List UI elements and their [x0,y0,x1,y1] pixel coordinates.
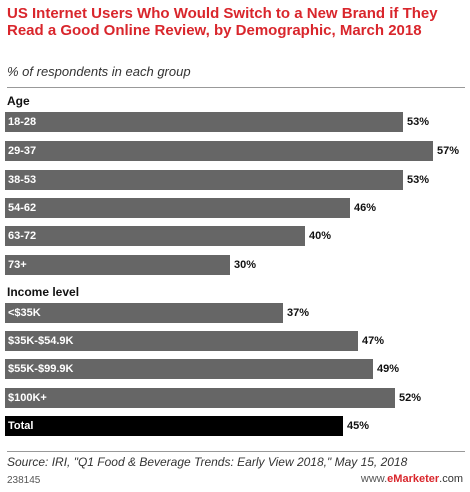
chart-id: 238145 [7,475,41,486]
bar: <$35K [5,303,283,323]
bar: 18-28 [5,112,403,132]
bar: 29-37 [5,141,433,161]
bar-value-label: 52% [399,392,422,404]
bar-category-label: $35K-$54.9K [8,335,74,347]
bar: Total [5,416,343,436]
bar-value-label: 45% [347,420,370,432]
bar-value-label: 30% [234,259,257,271]
bar-value-label: 53% [407,174,430,186]
footer-divider [7,451,465,452]
bar-category-label: 18-28 [8,116,37,128]
bar: $35K-$54.9K [5,331,358,351]
bar: 63-72 [5,226,305,246]
bar-value-label: 53% [407,116,430,128]
bar-category-label: 63-72 [8,230,37,242]
bar: $100K+ [5,388,395,408]
bar-value-label: 37% [287,307,310,319]
bar-category-label: $55K-$99.9K [8,363,74,375]
bar: 73+ [5,255,230,275]
section-heading: Age [7,94,30,108]
bar-category-label: <$35K [8,307,41,319]
bar-category-label: 73+ [8,259,27,271]
bar: 54-62 [5,198,350,218]
bar: 38-53 [5,170,403,190]
bar-category-label: Total [8,420,34,432]
brand-logo[interactable]: www.eMarketer.com [360,473,463,485]
bar-category-label: 38-53 [8,174,37,186]
bar-category-label: 54-62 [8,202,37,214]
header-divider [7,87,465,88]
bar: $55K-$99.9K [5,359,373,379]
bar-value-label: 46% [354,202,377,214]
chart-subtitle: % of respondents in each group [7,64,191,79]
section-heading: Income level [7,285,80,299]
bar-category-label: 29-37 [8,145,37,157]
bar-value-label: 57% [437,145,460,157]
source-note: Source: IRI, "Q1 Food & Beverage Trends:… [7,455,408,469]
chart-title: US Internet Users Who Would Switch to a … [7,5,438,39]
bar-value-label: 49% [377,363,400,375]
bar-value-label: 40% [309,230,332,242]
bar-value-label: 47% [362,335,385,347]
bar-category-label: $100K+ [8,392,47,404]
